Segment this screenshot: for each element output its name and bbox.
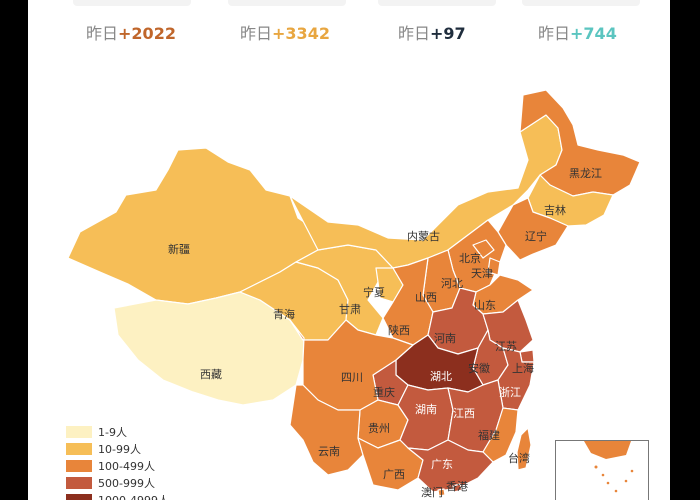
stat-yesterday-3: 昨日+97 (398, 20, 466, 44)
label-jilin: 吉林 (544, 203, 566, 217)
legend-swatch (66, 460, 92, 472)
label-hunan: 湖南 (415, 403, 437, 416)
stat-yesterday-1: 昨日+2022 (86, 20, 176, 44)
label-guizhou: 贵州 (368, 422, 390, 435)
stat-card (228, 0, 346, 6)
legend-item[interactable]: 10-99人 (66, 440, 169, 457)
legend-item[interactable]: 1000-4999人 (66, 491, 169, 500)
map-panel: 昨日+2022 昨日+3342 昨日+97 昨日+744 (28, 0, 670, 500)
label-tianjin: 天津 (471, 267, 493, 280)
legend-item[interactable]: 500-999人 (66, 474, 169, 491)
label-qinghai: 青海 (273, 307, 295, 321)
label-hebei: 河北 (441, 277, 463, 290)
label-xinjiang: 新疆 (168, 242, 190, 256)
label-shandong: 山东 (474, 299, 496, 312)
label-xizang: 西藏 (200, 368, 222, 381)
stat-card (522, 0, 640, 6)
label-taiwan: 台湾 (508, 451, 530, 465)
label-fujian: 福建 (478, 428, 500, 442)
label-guangxi: 广西 (383, 468, 405, 481)
label-shanxi: 山西 (415, 291, 437, 304)
label-anhui: 安徽 (468, 361, 490, 375)
label-gansu: 甘肃 (339, 303, 361, 316)
label-xianggang: 香港 (446, 480, 468, 493)
label-heilongjiang: 黑龙江 (569, 167, 602, 180)
label-henan: 河南 (434, 332, 456, 345)
stats-strip: 昨日+2022 昨日+3342 昨日+97 昨日+744 (28, 0, 670, 60)
legend-item[interactable]: 1-9人 (66, 423, 169, 440)
south-china-sea-inset (555, 440, 649, 500)
legend-label: 1-9人 (98, 424, 127, 440)
label-liaoning: 辽宁 (525, 229, 547, 243)
legend-label: 500-999人 (98, 475, 155, 491)
stat-card (378, 0, 496, 6)
legend-swatch (66, 443, 92, 455)
label-neimenggu: 内蒙古 (407, 229, 440, 243)
label-shanghai: 上海 (512, 361, 534, 375)
label-aomen: 澳门 (421, 485, 443, 499)
label-jiangxi: 江西 (453, 407, 475, 420)
legend-item[interactable]: 100-499人 (66, 457, 169, 474)
label-chongqing: 重庆 (373, 385, 395, 399)
map-legend: 1-9人 10-99人 100-499人 500-999人 1000-4999人 (66, 423, 169, 500)
south-sea-islands-icon (556, 441, 648, 500)
label-zhejiang: 浙江 (499, 386, 521, 399)
label-yunnan: 云南 (318, 445, 340, 458)
stat-card (73, 0, 191, 6)
label-hubei: 湖北 (430, 370, 452, 383)
label-beijing: 北京 (459, 251, 481, 265)
label-jiangsu: 江苏 (495, 340, 517, 353)
legend-swatch (66, 494, 92, 500)
label-guangdong: 广东 (431, 458, 453, 471)
legend-swatch (66, 477, 92, 489)
stat-yesterday-2: 昨日+3342 (240, 20, 330, 44)
label-shaanxi: 陕西 (388, 323, 410, 337)
stat-yesterday-4: 昨日+744 (538, 20, 617, 44)
province-hunan[interactable] (398, 385, 453, 450)
label-sichuan: 四川 (341, 371, 363, 384)
legend-label: 100-499人 (98, 458, 155, 474)
legend-label: 1000-4999人 (98, 492, 169, 500)
legend-swatch (66, 426, 92, 438)
legend-label: 10-99人 (98, 441, 141, 457)
label-ningxia: 宁夏 (363, 285, 385, 299)
